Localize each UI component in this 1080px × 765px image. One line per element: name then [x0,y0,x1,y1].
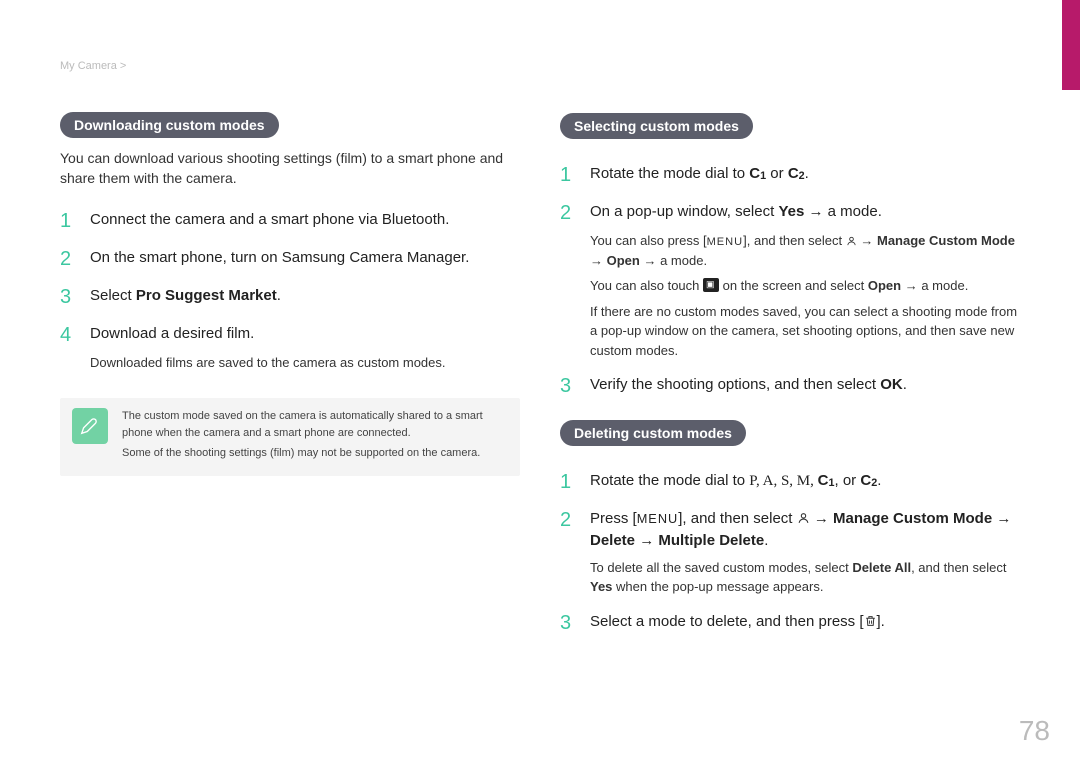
step-number: 1 [560,470,576,494]
step-number: 3 [560,611,576,635]
note-line-2: Some of the shooting settings (film) may… [122,445,508,462]
note-icon [72,408,108,444]
sel-step-1: 1 Rotate the mode dial to C1 or C2. [560,163,1020,187]
step-text: Select Pro Suggest Market. [90,285,520,307]
step-number: 1 [60,209,76,233]
page-number: 78 [1019,715,1050,747]
section-heading-deleting: Deleting custom modes [560,420,746,446]
step-text: Verify the shooting options, and then se… [590,374,1020,396]
del-step-1: 1 Rotate the mode dial to P, A, S, M, C1… [560,470,1020,494]
text: Select [90,287,136,304]
accent-tab [1062,0,1080,90]
section-heading-selecting: Selecting custom modes [560,113,753,139]
step-number: 3 [560,374,576,398]
step-text: Connect the camera and a smart phone via… [90,209,520,231]
step-text: Select a mode to delete, and then press … [590,611,1020,633]
step-text: Download a desired film. [90,323,520,345]
note-box: The custom mode saved on the camera is a… [60,398,520,476]
breadcrumb: My Camera > [60,60,520,72]
menu-glyph: MENU [637,511,679,526]
step-4: 4 Download a desired film. [60,323,520,347]
step-number: 4 [60,323,76,347]
sub-text: Downloaded films are saved to the camera… [90,353,520,373]
menu-glyph: MENU [707,236,744,248]
note-line-1: The custom mode saved on the camera is a… [122,408,508,441]
sub-text: To delete all the saved custom modes, se… [590,558,1020,597]
lead-text: You can download various shooting settin… [60,148,520,189]
sel-step-3: 3 Verify the shooting options, and then … [560,374,1020,398]
user-icon [797,511,810,525]
step-text: Rotate the mode dial to C1 or C2. [590,163,1020,185]
text: . [277,287,281,304]
step-number: 1 [560,163,576,187]
step-3: 3 Select Pro Suggest Market. [60,285,520,309]
sel-step-2: 2 On a pop-up window, select Yes → a mod… [560,201,1020,225]
touch-icon [703,278,719,292]
step-2: 2 On the smart phone, turn on Samsung Ca… [60,247,520,271]
bold-text: Pro Suggest Market [136,287,277,304]
sub-text: If there are no custom modes saved, you … [590,302,1020,361]
section-heading-downloading: Downloading custom modes [60,112,279,138]
step-text: On a pop-up window, select Yes → a mode. [590,201,1020,223]
step-number: 2 [560,508,576,532]
step-text: On the smart phone, turn on Samsung Came… [90,247,520,269]
step-text: Rotate the mode dial to P, A, S, M, C1, … [590,470,1020,493]
step-number: 3 [60,285,76,309]
del-step-2: 2 Press [MENU], and then select → Manage… [560,508,1020,552]
user-icon [846,235,857,247]
step-number: 2 [560,201,576,225]
sub-text: You can also touch on the screen and sel… [590,276,1020,296]
step-text: Press [MENU], and then select → Manage C… [590,508,1020,552]
sub-text: You can also press [MENU], and then sele… [590,231,1020,270]
step-1: 1 Connect the camera and a smart phone v… [60,209,520,233]
step-number: 2 [60,247,76,271]
del-step-3: 3 Select a mode to delete, and then pres… [560,611,1020,635]
trash-icon [864,614,877,628]
